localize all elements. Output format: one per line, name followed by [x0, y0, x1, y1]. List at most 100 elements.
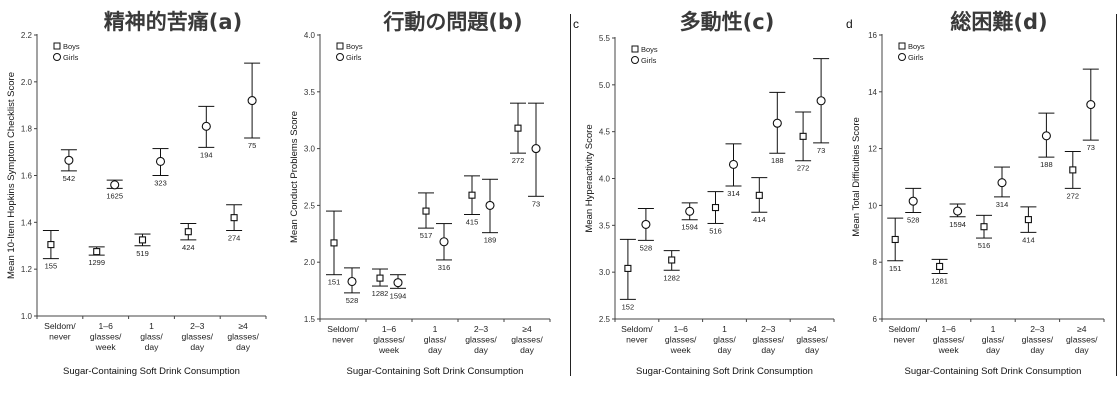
x-category-label-line: glasses/: [1066, 335, 1098, 345]
legend-marker-square: [53, 42, 61, 50]
sample-size-label: 1625: [106, 191, 123, 200]
legend-marker-circle: [631, 56, 639, 64]
data-point-girls: [908, 196, 918, 206]
x-category-label: 1 glass/day: [140, 321, 163, 352]
data-point-girls: [155, 156, 166, 166]
x-category-label-line: glass/: [424, 335, 447, 345]
y-tick-label: 2.5: [599, 315, 611, 324]
legend-label: Girls: [641, 56, 657, 65]
x-category-label-line: 1–6: [382, 324, 397, 334]
legend-marker-circle: [336, 53, 344, 61]
x-category-label-line: never: [626, 335, 648, 345]
x-category-label-line: 2–3: [474, 324, 489, 334]
x-category-label-line: ≥4: [1077, 324, 1087, 334]
x-category-label: 1 glass/day: [982, 324, 1005, 355]
sample-size-label: 516: [709, 226, 722, 235]
sample-size-label: 1594: [949, 220, 966, 229]
x-category-label: Seldom/never: [888, 324, 920, 345]
x-category-label-line: Seldom/: [44, 321, 76, 331]
y-tick-label: 3.5: [304, 88, 316, 97]
x-category-label: Seldom/never: [44, 321, 76, 342]
sample-size-label: 314: [996, 200, 1009, 209]
data-point-boys: [668, 256, 676, 264]
y-tick-label: 1.0: [21, 312, 33, 321]
sample-size-label: 414: [753, 215, 766, 224]
x-category-label: ≥4 glasses/day: [511, 324, 543, 355]
x-category-label-line: glasses/: [182, 332, 214, 342]
data-point-girls: [772, 118, 782, 128]
y-tick-label: 1.5: [304, 315, 316, 324]
x-category-label-line: ≥4: [807, 324, 817, 334]
chart-title-total-difficulties: 総困難(d): [950, 10, 1047, 34]
data-point-boys: [755, 191, 763, 199]
legend-label: Boys: [63, 42, 80, 51]
x-category-label-line: glasses/: [511, 335, 543, 345]
sample-size-label: 151: [889, 264, 902, 273]
x-category-label: 1–6 glasses/week: [373, 324, 405, 355]
x-category-label-line: week: [95, 342, 117, 352]
y-axis-label: Mean Total Difficulties Score: [851, 117, 862, 237]
x-category-label-line: Seldom/: [327, 324, 359, 334]
x-category-label: 1 glass/day: [713, 324, 736, 355]
data-point-girls: [816, 96, 826, 106]
y-tick-label: 16: [868, 31, 877, 40]
x-category-label: 2–3 glasses/day: [182, 321, 214, 352]
x-category-label-line: 1: [149, 321, 154, 331]
x-category-label: 1–6 glasses/week: [933, 324, 965, 355]
sample-size-label: 75: [248, 141, 256, 150]
x-category-label-line: day: [190, 342, 205, 352]
x-category-label-line: 2–3: [761, 324, 776, 334]
data-point-girls: [953, 206, 963, 216]
y-tick-label: 1.8: [21, 125, 33, 134]
data-point-boys: [1069, 166, 1077, 174]
y-tick-label: 14: [868, 88, 877, 97]
data-point-boys: [422, 207, 430, 215]
y-tick-label: 1.6: [21, 172, 33, 181]
y-axis-label: Mean 10-Item Hopkins Symptom Checklist S…: [6, 72, 17, 279]
x-category-label-line: week: [670, 345, 692, 355]
sample-size-label: 272: [797, 164, 810, 173]
x-category-label-line: ≥4: [522, 324, 532, 334]
data-point-girls: [347, 276, 357, 287]
data-point-girls: [531, 144, 541, 154]
data-point-girls: [393, 278, 403, 288]
y-tick-label: 3.0: [304, 145, 316, 154]
sample-size-label: 272: [1067, 191, 1080, 200]
panel-letter: d: [846, 17, 853, 31]
x-category-label-line: glasses/: [1022, 335, 1054, 345]
data-point-boys: [711, 203, 720, 212]
data-point-boys: [47, 241, 55, 249]
chart-panel-distress: 精神的苦痛(a) 1.0 1.2 1.4 1.6 1.8 2.0 2.2 Seldom/neve…: [6, 10, 267, 377]
sample-size-label: 528: [640, 243, 653, 252]
x-category-label: ≥4 glasses/day: [1066, 324, 1098, 355]
data-point-girls: [201, 121, 211, 131]
x-category-label: Seldom/never: [327, 324, 359, 345]
y-tick-label: 3.0: [599, 268, 611, 277]
y-tick-label: 2.2: [21, 31, 33, 40]
x-category-label-line: glasses/: [90, 332, 122, 342]
legend-label: Girls: [346, 53, 362, 62]
x-category-label-line: never: [893, 335, 915, 345]
chart-panel-hyperactivity: 多動性(c) c 2.5 3.0 3.5 4.0 4.5 5.0 5.5 Seldom/never…: [573, 10, 835, 377]
sample-size-label: 272: [512, 156, 525, 165]
y-tick-label: 2.0: [21, 78, 33, 87]
sample-size-label: 516: [978, 241, 991, 250]
sample-size-label: 528: [346, 296, 359, 305]
legend-label: Boys: [641, 45, 658, 54]
sample-size-label: 519: [136, 249, 149, 258]
y-tick-label: 6: [873, 315, 878, 324]
sample-size-label: 151: [328, 278, 341, 287]
y-tick-label: 2.0: [304, 258, 316, 267]
sample-size-label: 528: [907, 216, 920, 225]
sample-size-label: 188: [771, 156, 784, 165]
data-point-boys: [1024, 216, 1032, 224]
data-point-boys: [468, 191, 476, 199]
x-category-label-line: day: [1075, 345, 1090, 355]
data-point-boys: [891, 235, 899, 244]
x-category-label-line: 1–6: [99, 321, 114, 331]
x-category-label-line: glasses/: [227, 332, 259, 342]
data-point-girls: [485, 200, 495, 210]
sample-size-label: 1281: [931, 277, 948, 286]
legend-marker-square: [898, 42, 906, 50]
x-category-label-line: day: [805, 345, 820, 355]
